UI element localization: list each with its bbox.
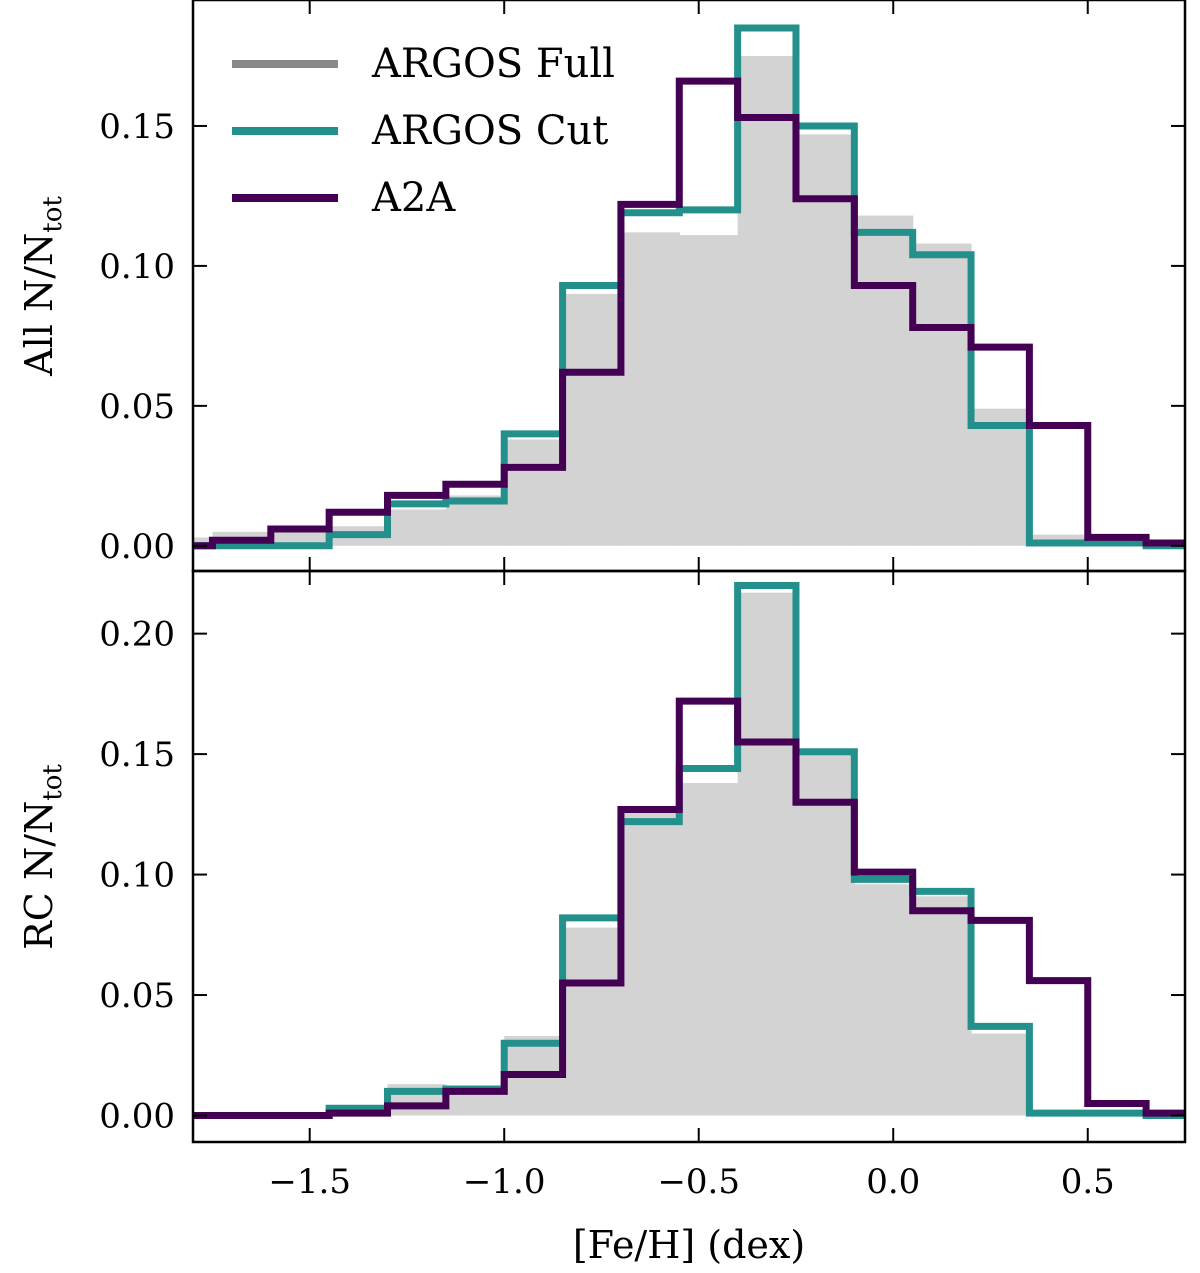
y-tick-label-rc-4: 0.20: [99, 615, 175, 655]
bar-argos-full-rc-13: [912, 896, 972, 1116]
bar-argos-full-all-13: [912, 243, 972, 546]
bar-argos-full-all-4: [387, 509, 447, 546]
legend-label-argos-full: ARGOS Full: [371, 41, 615, 87]
plot-frame-rc: [191, 569, 1187, 1144]
x-tick-label-0: −1.5: [268, 1162, 351, 1202]
bar-argos-full-rc-7: [562, 927, 622, 1116]
bar-argos-full-all-7: [562, 293, 622, 546]
series-a2a-all: [193, 77, 1185, 550]
y-tick-label-all-2: 0.10: [99, 247, 175, 287]
bar-argos-full-all-0: [193, 537, 214, 546]
x-tick-label-1: −1.0: [463, 1162, 546, 1202]
x-tick-label-3: 0.0: [866, 1162, 920, 1202]
legend-label-a2a: A2A: [371, 175, 456, 221]
bar-argos-full-all-10: [737, 55, 797, 546]
bar-argos-full-all-8: [620, 232, 680, 546]
y-tick-label-rc-2: 0.10: [99, 856, 175, 896]
panel-all: 0.00 0.05 0.10 0.15 All N/Ntot: [17, 0, 1187, 573]
bar-argos-full-rc-10: [737, 592, 797, 1116]
x-axis: −1.5 −1.0 −0.5 0.0 0.5: [268, 1162, 1114, 1202]
bar-argos-full-rc-12: [854, 884, 914, 1116]
series-argos-cut-all: [193, 24, 1185, 550]
bar-argos-full-all-12: [854, 215, 914, 546]
x-axis-label: [Fe/H] (dex): [573, 1223, 805, 1267]
x-tick-label-2: −0.5: [657, 1162, 740, 1202]
bar-argos-full-rc-8: [620, 811, 680, 1116]
y-axis-label-all: All N/Ntot: [17, 196, 68, 377]
bar-argos-full-all-11: [795, 134, 855, 546]
y-tick-label-all-3: 0.15: [99, 107, 175, 147]
bar-argos-full-all-9: [679, 235, 739, 546]
bar-argos-full-rc-9: [679, 783, 739, 1116]
series-a2a-rc: [193, 697, 1185, 1119]
bar-argos-full-rc-11: [795, 754, 855, 1116]
y-axis-label-rc: RC N/Ntot: [17, 764, 68, 950]
legend: ARGOS Full ARGOS Cut A2A: [232, 41, 615, 221]
y-tick-label-all-1: 0.05: [99, 387, 175, 427]
y-tick-label-all-0: 0.00: [99, 527, 175, 567]
panel-rc: 0.00 0.05 0.10 0.15 0.20 RC N/Ntot: [17, 569, 1187, 1144]
bar-argos-full-rc-14: [971, 1033, 1030, 1116]
y-tick-label-rc-3: 0.15: [99, 735, 175, 775]
bar-argos-full-all-6: [504, 439, 564, 546]
legend-label-argos-cut: ARGOS Cut: [371, 108, 608, 154]
y-tick-label-rc-0: 0.00: [99, 1096, 175, 1136]
x-tick-label-4: 0.5: [1061, 1162, 1115, 1202]
y-tick-label-rc-1: 0.05: [99, 976, 175, 1016]
bar-argos-full-all-14: [971, 408, 1030, 546]
